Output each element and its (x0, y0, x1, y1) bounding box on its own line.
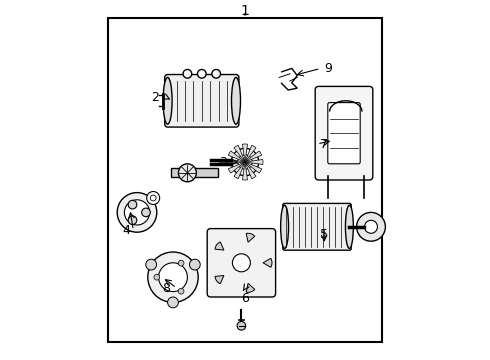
Circle shape (232, 254, 250, 272)
Circle shape (148, 252, 198, 302)
Circle shape (178, 260, 184, 266)
Circle shape (147, 192, 160, 204)
Circle shape (183, 69, 192, 78)
Circle shape (190, 259, 200, 270)
Text: 5: 5 (320, 228, 328, 240)
Text: 2: 2 (151, 91, 159, 104)
Wedge shape (228, 162, 245, 173)
Wedge shape (245, 159, 263, 165)
Text: 8: 8 (162, 282, 170, 294)
Circle shape (238, 155, 252, 169)
Wedge shape (215, 242, 224, 250)
Ellipse shape (231, 77, 241, 124)
Circle shape (231, 148, 259, 176)
Circle shape (142, 208, 150, 217)
Wedge shape (263, 258, 272, 267)
Text: 7: 7 (320, 138, 328, 150)
Circle shape (212, 69, 220, 78)
Circle shape (197, 69, 206, 78)
FancyBboxPatch shape (328, 103, 360, 164)
Circle shape (178, 288, 184, 294)
Bar (108, 18, 382, 342)
Text: 9: 9 (324, 62, 332, 75)
Wedge shape (228, 151, 245, 162)
Circle shape (128, 200, 137, 209)
FancyBboxPatch shape (283, 203, 351, 250)
Wedge shape (227, 159, 245, 165)
Ellipse shape (163, 77, 172, 124)
Text: 3: 3 (220, 156, 227, 168)
Wedge shape (243, 144, 247, 162)
Circle shape (124, 200, 149, 225)
Ellipse shape (281, 205, 289, 248)
Circle shape (154, 274, 160, 280)
FancyBboxPatch shape (207, 229, 275, 297)
Wedge shape (234, 145, 245, 162)
Circle shape (357, 212, 386, 241)
Text: 6: 6 (241, 292, 249, 305)
Circle shape (168, 297, 178, 308)
Wedge shape (245, 162, 262, 173)
Wedge shape (246, 283, 255, 292)
Wedge shape (243, 162, 247, 180)
Wedge shape (245, 145, 256, 162)
FancyBboxPatch shape (165, 75, 239, 127)
Wedge shape (234, 162, 245, 179)
Ellipse shape (345, 205, 353, 248)
Text: 1: 1 (241, 4, 249, 18)
Circle shape (237, 321, 245, 330)
Bar (171, 168, 218, 177)
Text: 4: 4 (122, 224, 130, 237)
Circle shape (146, 259, 157, 270)
Wedge shape (245, 162, 256, 179)
Circle shape (178, 164, 196, 182)
Wedge shape (215, 275, 224, 284)
Circle shape (150, 195, 156, 201)
Wedge shape (245, 151, 262, 162)
Circle shape (128, 216, 137, 225)
Circle shape (365, 220, 377, 233)
Circle shape (159, 263, 187, 292)
Wedge shape (246, 233, 255, 242)
Circle shape (117, 193, 157, 232)
FancyBboxPatch shape (315, 86, 373, 180)
